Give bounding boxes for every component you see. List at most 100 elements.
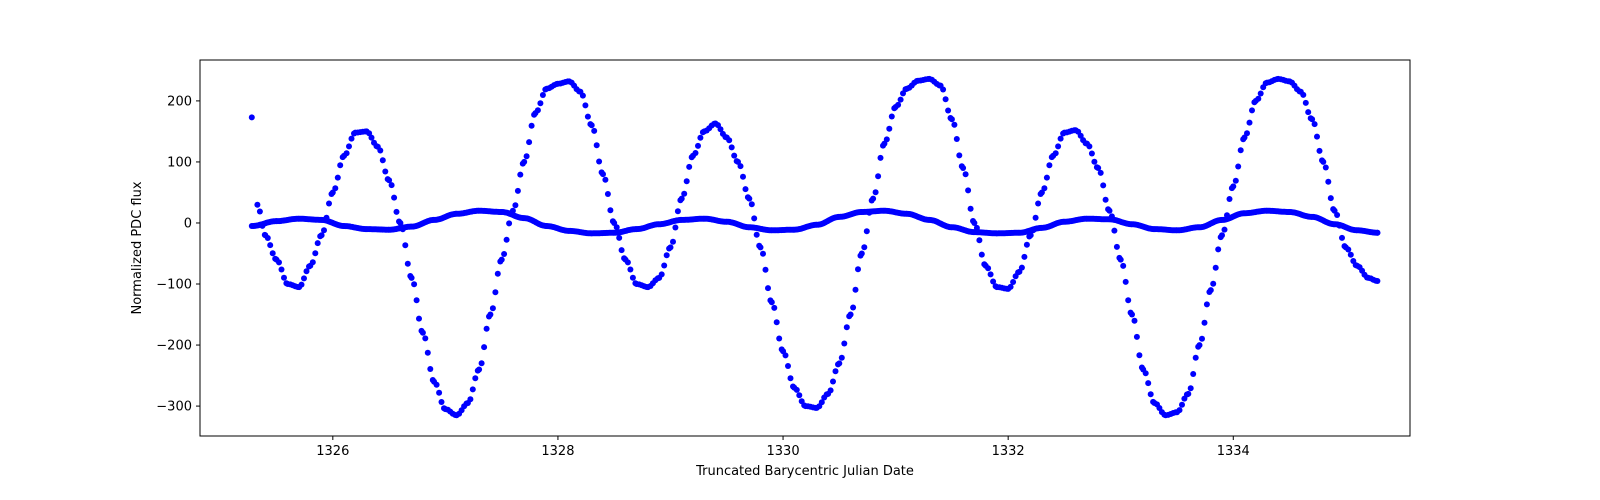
data-point bbox=[498, 256, 505, 263]
data-point bbox=[1199, 335, 1205, 342]
x-tick-label: 1332 bbox=[992, 444, 1025, 459]
data-point bbox=[512, 202, 519, 209]
data-point bbox=[793, 386, 800, 393]
data-point bbox=[404, 260, 411, 267]
data-point bbox=[492, 289, 499, 296]
data-point bbox=[1334, 212, 1341, 218]
data-point bbox=[281, 274, 287, 281]
data-point bbox=[312, 250, 319, 257]
data-point bbox=[494, 270, 501, 277]
data-point bbox=[872, 189, 879, 196]
data-point bbox=[897, 96, 904, 103]
data-point bbox=[858, 250, 865, 257]
data-point bbox=[377, 147, 384, 154]
data-point bbox=[787, 375, 794, 382]
data-point bbox=[760, 250, 766, 257]
data-point bbox=[1057, 135, 1064, 142]
data-point bbox=[942, 96, 949, 103]
data-point bbox=[264, 235, 271, 241]
data-point bbox=[1192, 354, 1199, 361]
data-point bbox=[1325, 178, 1332, 185]
data-point bbox=[1046, 162, 1053, 169]
data-point bbox=[841, 340, 848, 347]
data-point bbox=[1345, 246, 1352, 253]
data-point bbox=[785, 363, 791, 369]
data-point bbox=[852, 286, 859, 293]
data-point bbox=[1327, 195, 1334, 202]
data-point bbox=[337, 162, 344, 169]
data-point bbox=[422, 335, 429, 342]
data-point bbox=[366, 130, 373, 137]
data-point bbox=[582, 102, 589, 109]
data-point bbox=[976, 237, 983, 244]
data-point bbox=[1120, 262, 1127, 269]
y-tick-label: −100 bbox=[156, 278, 192, 293]
data-point bbox=[850, 304, 857, 311]
data-point bbox=[661, 262, 668, 269]
data-point bbox=[1052, 150, 1059, 157]
data-point bbox=[870, 195, 877, 202]
data-point bbox=[1219, 232, 1225, 239]
data-point bbox=[1196, 342, 1203, 349]
data-point bbox=[670, 238, 676, 245]
data-point bbox=[1021, 253, 1028, 260]
data-point bbox=[832, 368, 839, 375]
data-point bbox=[953, 136, 960, 142]
data-point bbox=[1374, 229, 1381, 236]
data-point bbox=[1086, 143, 1093, 150]
data-point bbox=[489, 305, 496, 312]
data-point bbox=[1190, 371, 1197, 377]
data-point bbox=[1133, 333, 1140, 340]
data-point bbox=[469, 386, 476, 393]
data-point bbox=[753, 231, 760, 238]
data-point bbox=[1232, 177, 1239, 184]
data-point bbox=[618, 247, 625, 254]
data-point bbox=[672, 224, 679, 231]
data-point bbox=[1235, 163, 1242, 170]
data-point bbox=[321, 227, 327, 234]
data-points bbox=[248, 75, 1381, 419]
data-point bbox=[346, 143, 352, 150]
data-point bbox=[269, 250, 276, 257]
data-point bbox=[1249, 107, 1255, 114]
data-point bbox=[695, 142, 701, 149]
data-point bbox=[248, 114, 255, 121]
data-point bbox=[436, 389, 443, 396]
data-point bbox=[343, 150, 350, 157]
data-point bbox=[1088, 150, 1095, 157]
data-point bbox=[413, 297, 420, 304]
data-point bbox=[1203, 301, 1210, 308]
data-point bbox=[948, 116, 955, 123]
data-point bbox=[776, 335, 783, 342]
data-point bbox=[419, 329, 426, 336]
data-point bbox=[476, 366, 483, 373]
data-point bbox=[600, 171, 606, 178]
data-point bbox=[408, 274, 415, 281]
data-point bbox=[1309, 116, 1316, 123]
data-point bbox=[593, 142, 600, 149]
data-point bbox=[298, 281, 305, 288]
data-point bbox=[836, 360, 843, 367]
data-point bbox=[751, 215, 758, 222]
data-point bbox=[757, 244, 764, 251]
data-point bbox=[1136, 352, 1143, 359]
data-point bbox=[1322, 164, 1329, 171]
data-point bbox=[1347, 251, 1354, 258]
data-point bbox=[517, 171, 524, 178]
data-point bbox=[686, 163, 693, 170]
data-point bbox=[483, 325, 490, 332]
data-point bbox=[978, 251, 985, 258]
data-point bbox=[607, 207, 614, 214]
data-point bbox=[674, 208, 681, 215]
data-point bbox=[427, 366, 434, 372]
data-point bbox=[1185, 390, 1192, 397]
data-point bbox=[838, 354, 845, 361]
data-point bbox=[314, 240, 321, 247]
data-point bbox=[967, 205, 974, 212]
data-point bbox=[1145, 380, 1152, 387]
data-point bbox=[830, 378, 836, 385]
data-point bbox=[1201, 319, 1208, 326]
data-point bbox=[1010, 279, 1017, 285]
data-point bbox=[256, 208, 263, 215]
